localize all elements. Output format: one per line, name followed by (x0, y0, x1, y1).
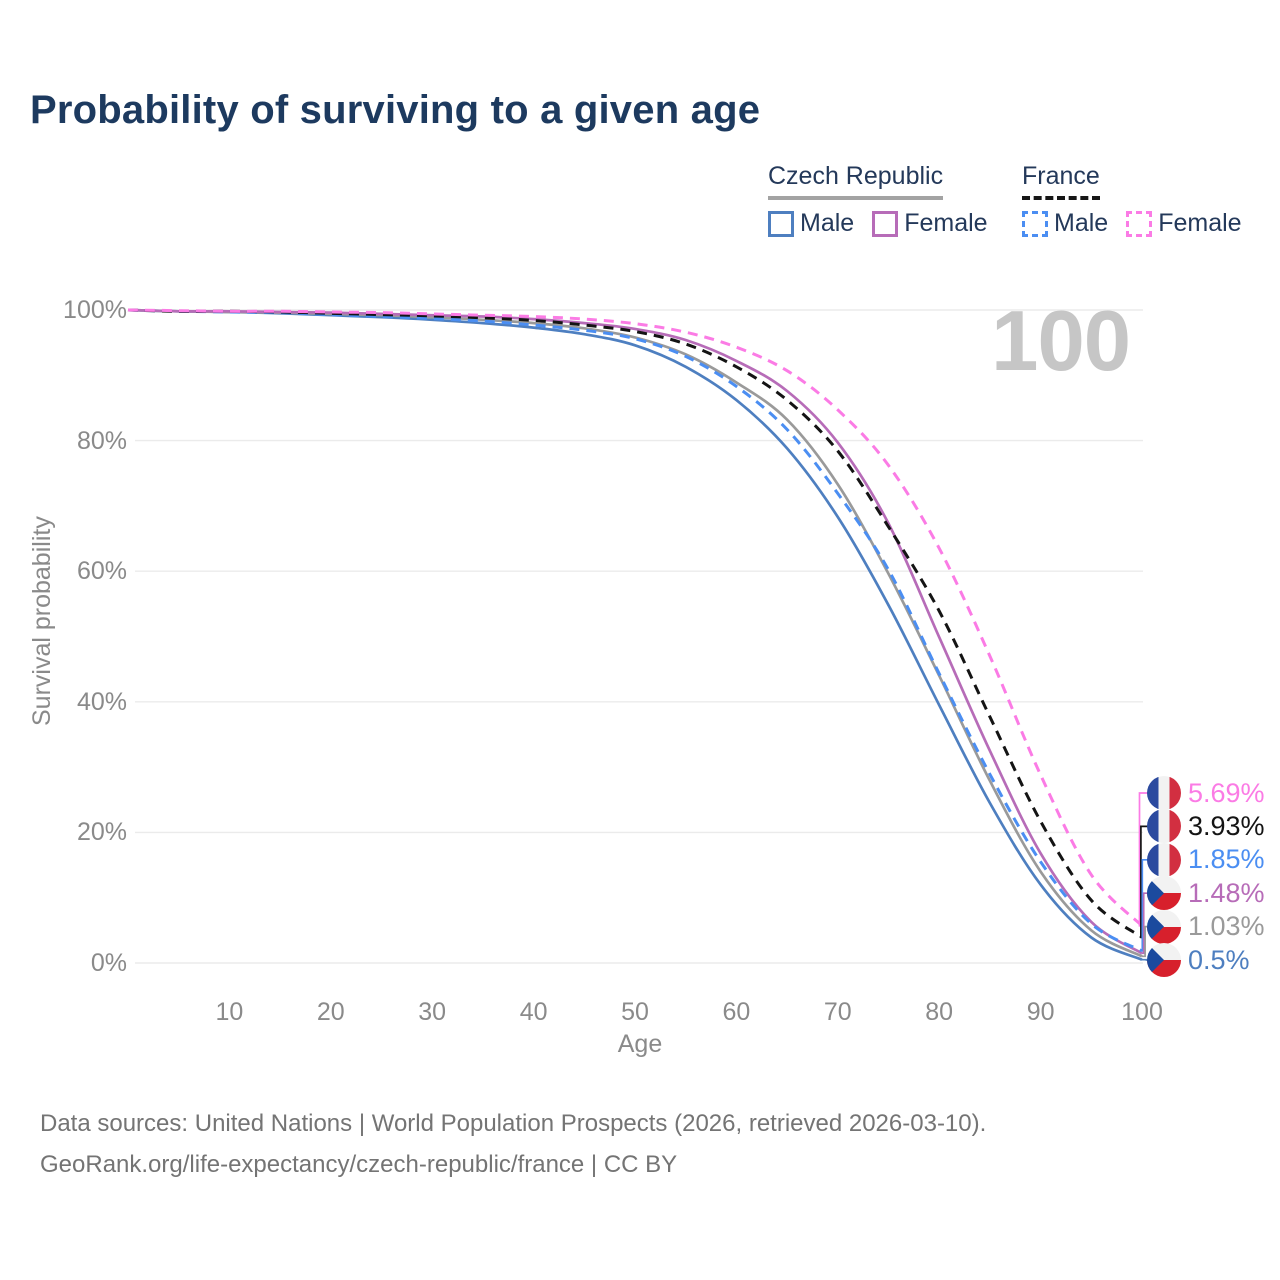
y-tick-label: 40% (76, 687, 127, 716)
end-label-value: 1.48% (1188, 877, 1265, 908)
x-tick-label: 30 (418, 998, 447, 1026)
czech-male-line-swatch-icon (768, 210, 794, 237)
legend-item-france-male[interactable]: Male (1022, 209, 1108, 238)
end-label-czech-republic-both-sexes: 1.03% (1147, 909, 1265, 944)
end-label-value: 5.69% (1188, 777, 1265, 808)
end-label-france-male: 1.85% (1147, 842, 1265, 877)
x-tick-label: 80 (925, 998, 954, 1026)
series-line-czech-republic-female[interactable] (127, 308, 1143, 955)
x-tick-label: 90 (1026, 998, 1055, 1026)
x-tick-label: 100 (1121, 998, 1163, 1026)
series-line-france-both-sexes[interactable] (127, 308, 1143, 939)
legend-item-label: Female (904, 209, 988, 237)
legend-item-france-female[interactable]: Female (1126, 209, 1242, 238)
france-flag-icon (1147, 809, 1181, 844)
end-label-value: 3.93% (1188, 810, 1265, 841)
x-tick-label: 40 (519, 998, 548, 1026)
legend-group-czech-republic: Czech Republic Male Female (768, 162, 988, 238)
x-axis-title: Age (617, 1030, 663, 1058)
end-label-czech-republic-male: 0.5% (1147, 943, 1250, 977)
legend-item-czech-female[interactable]: Female (872, 209, 988, 238)
legend-item-label: Male (800, 209, 855, 237)
end-label-connector (1141, 858, 1149, 952)
x-tick-label: 10 (215, 998, 244, 1026)
end-label-value: 1.03% (1188, 911, 1265, 942)
series-line-czech-republic-male[interactable] (127, 308, 1143, 961)
legend-group-france: France Male Female (1022, 162, 1242, 238)
end-label-value: 1.85% (1188, 844, 1265, 875)
y-tick-label: 20% (76, 818, 127, 847)
end-label-value: 0.5% (1188, 944, 1250, 975)
watermark-age-label: 100 (991, 294, 1131, 389)
y-tick-label: 100% (63, 296, 127, 324)
legend-item-czech-male[interactable]: Male (768, 209, 854, 238)
legend-group-name: Czech Republic (768, 162, 944, 200)
footer-attribution-line: GeoRank.org/life-expectancy/czech-republ… (40, 1151, 678, 1178)
france-male-line-swatch-icon (1022, 210, 1048, 237)
y-tick-label: 80% (76, 426, 127, 455)
series-line-czech-republic-both-sexes[interactable] (127, 308, 1143, 958)
x-tick-label: 20 (316, 998, 345, 1026)
footer: Data sources: United Nations | World Pop… (40, 1103, 986, 1185)
end-label-czech-republic-female: 1.48% (1147, 876, 1265, 911)
x-tick-label: 60 (722, 998, 751, 1026)
page-title: Probability of surviving to a given age (30, 88, 761, 132)
france-flag-icon (1147, 842, 1181, 877)
legend-item-label: Female (1158, 209, 1242, 237)
x-tick-label: 50 (621, 998, 649, 1026)
y-tick-label: 0% (90, 949, 127, 977)
y-tick-label: 60% (76, 557, 127, 586)
czech-republic-flag-icon (1147, 909, 1181, 944)
czech-female-line-swatch-icon (872, 210, 899, 237)
france-flag-icon (1147, 776, 1181, 810)
footer-source-line: Data sources: United Nations | World Pop… (40, 1110, 987, 1137)
x-tick-label: 70 (823, 998, 852, 1026)
end-label-france-both-sexes: 3.93% (1147, 809, 1265, 844)
czech-republic-flag-icon (1147, 943, 1181, 977)
czech-republic-flag-icon (1147, 876, 1181, 911)
end-label-connector (1140, 825, 1149, 939)
legend-item-label: Male (1054, 209, 1109, 237)
france-female-line-swatch-icon (1126, 210, 1153, 237)
series-line-france-female[interactable] (127, 308, 1144, 927)
end-label-france-female: 5.69% (1147, 776, 1265, 810)
legend-group-name: France (1022, 162, 1100, 200)
series-line-france-male[interactable] (127, 308, 1143, 953)
